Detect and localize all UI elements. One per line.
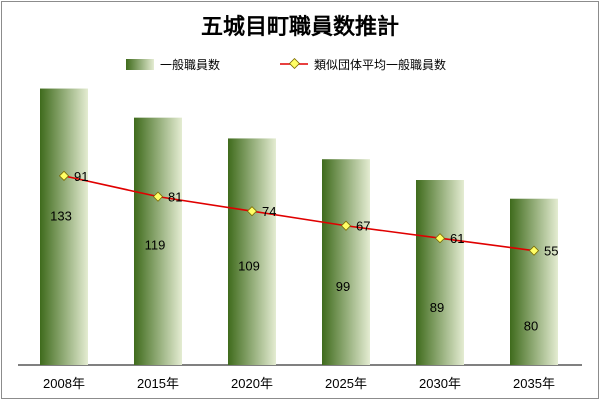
- legend-bar-swatch: [126, 59, 154, 70]
- line-value-label-3: 67: [356, 219, 370, 234]
- bar-value-label-3: 99: [336, 279, 350, 294]
- line-point-5: [528, 245, 540, 256]
- legend: 一般職員数 類似団体平均一般職員数: [126, 57, 446, 72]
- x-tick-label-4: 2030年: [419, 376, 461, 391]
- series-line: [63, 175, 535, 252]
- line-layer: [58, 170, 540, 256]
- bar-value-label-2: 109: [238, 258, 260, 273]
- bar-4: [416, 180, 464, 365]
- line-value-label-2: 74: [262, 204, 276, 219]
- line-point-0: [58, 170, 70, 181]
- line-value-label-5: 55: [544, 244, 558, 259]
- x-tick-label-5: 2035年: [513, 376, 555, 391]
- line-point-2: [246, 206, 258, 217]
- x-tick-label-1: 2015年: [137, 376, 179, 391]
- legend-line-marker: [288, 57, 301, 70]
- x-tick-label-3: 2025年: [325, 376, 367, 391]
- ticks-layer: 2008年 2015年 2020年 2025年 2030年 2035年: [43, 376, 555, 391]
- x-tick-label-0: 2008年: [43, 376, 85, 391]
- bar-value-label-4: 89: [430, 300, 444, 315]
- line-value-label-4: 61: [450, 231, 464, 246]
- line-point-1: [152, 191, 164, 202]
- bar-value-label-1: 119: [145, 238, 166, 253]
- bar-2: [228, 138, 276, 365]
- line-value-label-1: 81: [168, 190, 182, 205]
- bar-value-label-5: 80: [524, 319, 538, 334]
- bars-layer: [40, 88, 558, 366]
- bar-1: [134, 117, 182, 366]
- line-point-3: [340, 220, 352, 231]
- labels-layer: 133 119 109 99 89 80 91 81 74 67 61 55: [50, 169, 558, 334]
- bar-value-label-0: 133: [50, 209, 72, 224]
- x-tick-label-2: 2020年: [231, 376, 273, 391]
- line-point-4: [434, 233, 446, 244]
- bar-0: [40, 88, 88, 366]
- legend-line-label: 類似団体平均一般職員数: [314, 57, 446, 72]
- bar-5: [510, 198, 558, 365]
- chart-title: 五城目町職員数推計: [201, 14, 399, 40]
- bar-3: [322, 159, 370, 365]
- legend-bar-label: 一般職員数: [160, 57, 220, 72]
- line-value-label-0: 91: [74, 169, 88, 184]
